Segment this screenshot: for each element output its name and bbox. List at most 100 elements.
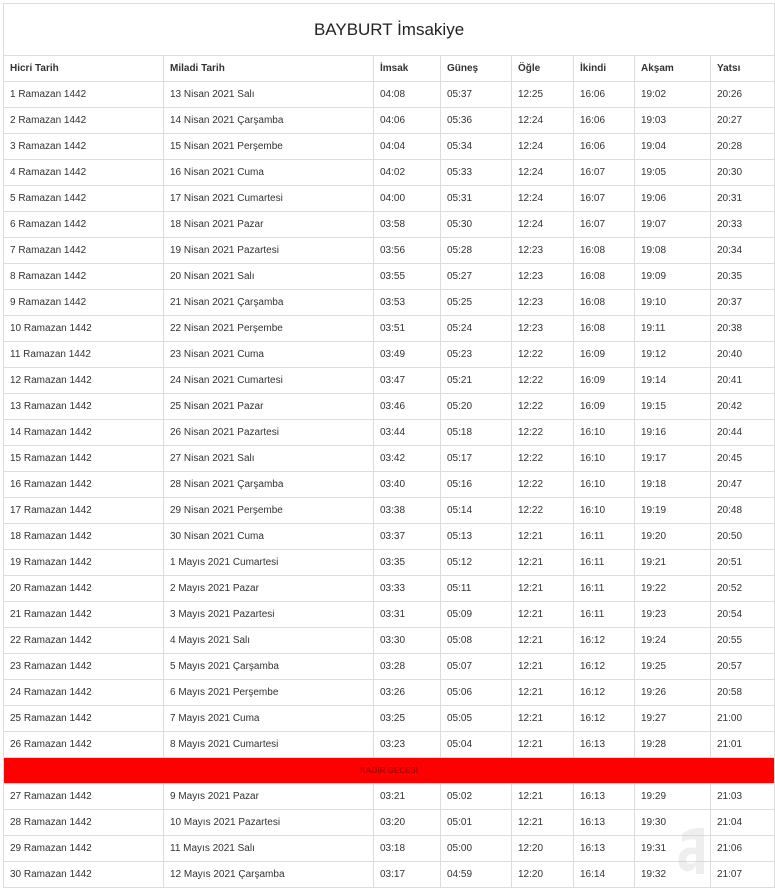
- table-row: 29 Ramazan 1442 11 Mayıs 2021 Salı 03:18 05…: [3, 835, 775, 862]
- table-cell: 16:12: [573, 679, 635, 706]
- table-cell: 18 Ramazan 1442: [3, 523, 164, 550]
- table-cell: 16:08: [573, 237, 635, 264]
- table-cell: 19:08: [634, 237, 711, 264]
- kadir-gecesi-label: KADIR GECESİ: [2, 757, 775, 784]
- table-cell: 28 Ramazan 1442: [3, 809, 164, 836]
- table-cell: 16:06: [573, 107, 635, 134]
- title-row: BAYBURT İmsakiye: [2, 3, 775, 56]
- kadir-gecesi-row: KADIR GECESİ: [2, 757, 775, 784]
- table-cell: 05:21: [440, 367, 512, 394]
- table-cell: 22 Nisan 2021 Perşembe: [163, 315, 374, 342]
- table-cell: 05:06: [440, 679, 512, 706]
- table-cell: 03:28: [373, 653, 441, 680]
- table-row: 27 Ramazan 1442 9 Mayıs 2021 Pazar 03:21 05…: [3, 783, 775, 810]
- table-cell: 05:37: [440, 81, 512, 108]
- table-row: 11 Ramazan 1442 23 Nisan 2021 Cuma 03:49 05…: [3, 341, 775, 368]
- table-cell: 14 Ramazan 1442: [3, 419, 164, 446]
- table-row: 18 Ramazan 1442 30 Nisan 2021 Cuma 03:37 05…: [3, 523, 775, 550]
- table-cell: 26 Ramazan 1442: [3, 731, 164, 758]
- table-cell: 16:11: [573, 523, 635, 550]
- table-cell: 19:18: [634, 471, 711, 498]
- table-cell: 16:09: [573, 341, 635, 368]
- table-cell: 03:26: [373, 679, 441, 706]
- table-cell: 05:25: [440, 289, 512, 316]
- table-cell: 29 Nisan 2021 Perşembe: [163, 497, 374, 524]
- table-cell: 16:13: [573, 835, 635, 862]
- table-cell: 20:40: [709, 341, 775, 368]
- table-cell: 12:22: [511, 445, 574, 472]
- table-cell: 10 Mayıs 2021 Pazartesi: [163, 809, 374, 836]
- table-cell: 12:21: [511, 809, 574, 836]
- table-cell: 03:55: [373, 263, 441, 290]
- table-cell: 19:23: [634, 601, 711, 628]
- table-cell: 16:13: [573, 731, 635, 758]
- page-title: BAYBURT İmsakiye: [2, 3, 775, 56]
- table-cell: 13 Nisan 2021 Salı: [163, 81, 374, 108]
- table-cell: 24 Ramazan 1442: [3, 679, 164, 706]
- table-cell: 04:59: [440, 861, 512, 888]
- table-row: 12 Ramazan 1442 24 Nisan 2021 Cumartesi 03…: [3, 367, 775, 394]
- table-cell: 05:30: [440, 211, 512, 238]
- table-cell: 12:24: [511, 159, 574, 186]
- table-cell: 4 Mayıs 2021 Salı: [163, 627, 374, 654]
- table-cell: 16:08: [573, 289, 635, 316]
- table-cell: 3 Mayıs 2021 Pazartesi: [163, 601, 374, 628]
- table-cell: 19:03: [634, 107, 711, 134]
- table-cell: 12:24: [511, 107, 574, 134]
- table-cell: 19:22: [634, 575, 711, 602]
- table-cell: 21:03: [709, 783, 775, 810]
- table-cell: 04:04: [373, 133, 441, 160]
- table-cell: 05:09: [440, 601, 512, 628]
- table-cell: 16:10: [573, 471, 635, 498]
- table-cell: 05:08: [440, 627, 512, 654]
- table-cell: 03:18: [373, 835, 441, 862]
- table-cell: 20:35: [709, 263, 775, 290]
- table-cell: 17 Ramazan 1442: [3, 497, 164, 524]
- table-cell: 20:28: [709, 133, 775, 160]
- table-cell: 12:22: [511, 393, 574, 420]
- table-cell: 27 Nisan 2021 Salı: [163, 445, 374, 472]
- table-cell: 04:02: [373, 159, 441, 186]
- table-row: 30 Ramazan 1442 12 Mayıs 2021 Çarşamba 03:…: [3, 861, 775, 888]
- table-cell: 03:33: [373, 575, 441, 602]
- table-cell: 4 Ramazan 1442: [3, 159, 164, 186]
- table-cell: 20:55: [709, 627, 775, 654]
- table-cell: 04:06: [373, 107, 441, 134]
- table-cell: 16:12: [573, 627, 635, 654]
- table-cell: 12:21: [511, 523, 574, 550]
- table-cell: 16:07: [573, 159, 635, 186]
- table-cell: 16:06: [573, 133, 635, 160]
- table-cell: 19:07: [634, 211, 711, 238]
- table-cell: 2 Ramazan 1442: [3, 107, 164, 134]
- table-cell: 20:44: [709, 419, 775, 446]
- table-cell: 03:44: [373, 419, 441, 446]
- table-cell: 6 Ramazan 1442: [3, 211, 164, 238]
- table-row: 22 Ramazan 1442 4 Mayıs 2021 Salı 03:30 05:…: [3, 627, 775, 654]
- table-cell: 16:11: [573, 549, 635, 576]
- table-cell: 12:22: [511, 419, 574, 446]
- table-cell: 12 Ramazan 1442: [3, 367, 164, 394]
- table-cell: 5 Mayıs 2021 Çarşamba: [163, 653, 374, 680]
- table-cell: 19:21: [634, 549, 711, 576]
- table-cell: 19:27: [634, 705, 711, 732]
- table-cell: 5 Ramazan 1442: [3, 185, 164, 212]
- table-cell: 16 Ramazan 1442: [3, 471, 164, 498]
- table-cell: 05:34: [440, 133, 512, 160]
- table-cell: 12:23: [511, 237, 574, 264]
- column-header: İmsak: [373, 55, 441, 82]
- table-cell: 16:10: [573, 419, 635, 446]
- table-cell: 19:19: [634, 497, 711, 524]
- table-cell: 12 Mayıs 2021 Çarşamba: [163, 861, 374, 888]
- table-cell: 19:05: [634, 159, 711, 186]
- table-cell: 11 Mayıs 2021 Salı: [163, 835, 374, 862]
- table-cell: 19:28: [634, 731, 711, 758]
- table-cell: 03:51: [373, 315, 441, 342]
- table-cell: 03:31: [373, 601, 441, 628]
- table-cell: 05:23: [440, 341, 512, 368]
- table-cell: 16:14: [573, 861, 635, 888]
- table-cell: 17 Nisan 2021 Cumartesi: [163, 185, 374, 212]
- table-cell: 05:28: [440, 237, 512, 264]
- table-row: 7 Ramazan 1442 19 Nisan 2021 Pazartesi 03:…: [3, 237, 775, 264]
- imsakiye-table-container: BAYBURT İmsakiye Hicri Tarih Miladi Tarih…: [2, 3, 775, 888]
- table-cell: 19:10: [634, 289, 711, 316]
